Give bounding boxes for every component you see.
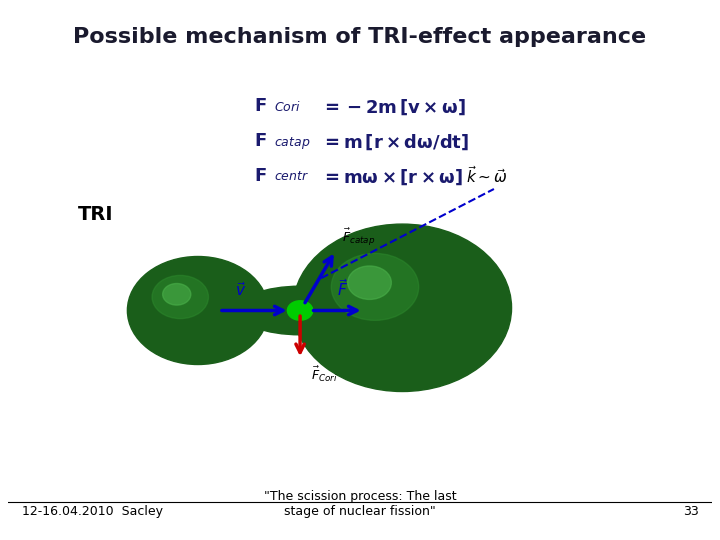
Text: $\vec{F}$: $\vec{F}$	[337, 278, 348, 299]
Text: $\vec{k} \sim \vec{\omega}$: $\vec{k} \sim \vec{\omega}$	[466, 165, 508, 186]
Circle shape	[348, 266, 392, 299]
Text: $\mathit{Cori}$: $\mathit{Cori}$	[274, 100, 301, 114]
Text: 12-16.04.2010  Sacley: 12-16.04.2010 Sacley	[22, 505, 163, 518]
Text: TRI: TRI	[78, 205, 114, 224]
Circle shape	[152, 275, 209, 319]
Text: Possible mechanism of TRI-effect appearance: Possible mechanism of TRI-effect appeara…	[73, 27, 647, 47]
Ellipse shape	[237, 286, 364, 335]
Text: $\mathbf{F}$: $\mathbf{F}$	[254, 167, 267, 185]
Circle shape	[163, 284, 191, 305]
Circle shape	[331, 253, 419, 320]
Text: $\mathbf{= - 2m\,[v \times \omega]}$: $\mathbf{= - 2m\,[v \times \omega]}$	[321, 97, 466, 117]
Text: 33: 33	[683, 505, 698, 518]
Text: $\mathit{centr}$: $\mathit{centr}$	[274, 170, 309, 183]
Text: $\vec{F}_{Cori}$: $\vec{F}_{Cori}$	[310, 364, 338, 384]
Circle shape	[287, 301, 312, 320]
Circle shape	[293, 224, 511, 392]
Text: $\mathbf{= m\,[r \times d\omega/dt]}$: $\mathbf{= m\,[r \times d\omega/dt]}$	[321, 132, 469, 152]
Text: $\mathbf{F}$: $\mathbf{F}$	[254, 132, 267, 150]
Text: "The scission process: The last
stage of nuclear fission": "The scission process: The last stage of…	[264, 490, 456, 518]
Text: $\mathbf{= m\omega \times [r \times \omega]}$: $\mathbf{= m\omega \times [r \times \ome…	[321, 167, 463, 187]
Circle shape	[127, 256, 269, 365]
Text: $\mathbf{F}$: $\mathbf{F}$	[254, 97, 267, 115]
Text: $\vec{F}_{catap}$: $\vec{F}_{catap}$	[343, 227, 376, 248]
Text: $\vec{v}$: $\vec{v}$	[235, 281, 246, 299]
Text: $\mathit{catap}$: $\mathit{catap}$	[274, 135, 310, 151]
